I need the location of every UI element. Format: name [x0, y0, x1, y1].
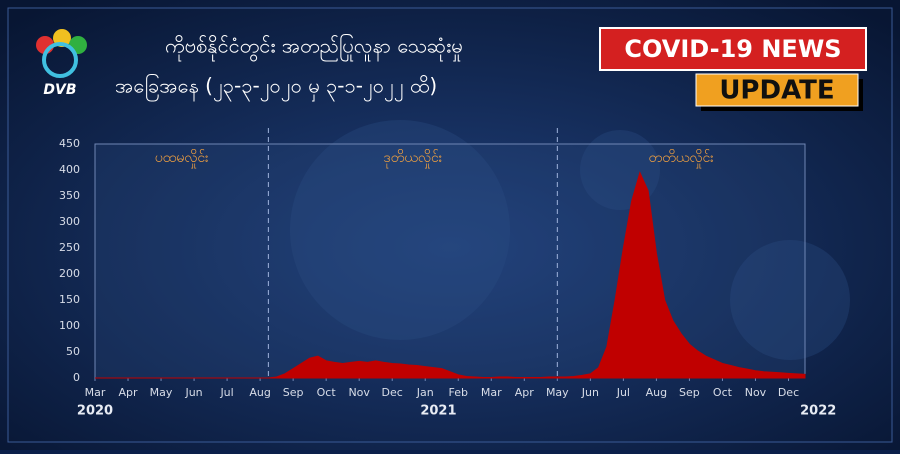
x-tick-label: Nov — [745, 386, 767, 399]
wave-label: ပထမလှိုင်း — [155, 150, 209, 168]
x-tick-label: Jun — [581, 386, 599, 399]
x-tick-label: Jul — [219, 386, 233, 399]
x-tick-label: Aug — [646, 386, 667, 399]
virus-decor — [290, 120, 510, 340]
y-tick-label: 300 — [59, 215, 80, 228]
chart-subtitle: အခြေအနေ (၂၃-၃-၂၀၂၀ မှ ၃-၁-၂၀၂၂ ထိ) — [115, 74, 437, 102]
x-tick-label: May — [546, 386, 569, 399]
plot-area — [94, 143, 806, 379]
y-tick-label: 50 — [66, 345, 80, 358]
frame — [7, 7, 893, 443]
y-tick-label: 100 — [59, 319, 80, 332]
y-tick-label: 200 — [59, 267, 80, 280]
badge-bottom: UPDATE — [719, 76, 834, 106]
x-tick-label: Aug — [249, 386, 270, 399]
badge-top: COVID-19 NEWS — [624, 35, 841, 63]
chart-title: ကိုဗစ်နိုင်ငံတွင်း အတည်ပြုလူနာ သေဆုံးမှု — [165, 34, 463, 62]
x-tick-label: Mar — [481, 386, 502, 399]
y-tick-label: 400 — [59, 163, 80, 176]
x-tick-label: Jun — [184, 386, 202, 399]
badge-bottom-box — [695, 73, 859, 107]
x-tick-label: Sep — [283, 386, 304, 399]
logo-text: DVB — [43, 82, 76, 98]
y-tick-label: 250 — [59, 241, 80, 254]
x-tick-label: Dec — [382, 386, 403, 399]
x-tick-label: Oct — [713, 386, 733, 399]
x-tick-label: Apr — [119, 386, 139, 399]
virus-decor — [730, 240, 850, 360]
y-tick-label: 350 — [59, 189, 80, 202]
x-tick-label: Jul — [616, 386, 630, 399]
y-tick-label: 0 — [73, 371, 80, 384]
x-tick-label: Apr — [515, 386, 535, 399]
x-tick-label: Dec — [778, 386, 799, 399]
logo: DVB — [36, 29, 87, 98]
x-tick-label: Sep — [679, 386, 700, 399]
year-label: 2022 — [800, 404, 836, 419]
x-tick-label: Nov — [348, 386, 370, 399]
badge-top-box — [599, 27, 867, 71]
area — [95, 171, 806, 379]
year-label: 2021 — [420, 404, 456, 419]
wave-label: ဒုတိယလှိုင်း — [383, 150, 442, 168]
wave-label: တတိယလှိုင်း — [649, 150, 715, 168]
x-tick-label: Feb — [449, 386, 468, 399]
y-tick-label: 450 — [59, 137, 80, 150]
x-tick-label: Mar — [85, 386, 106, 399]
year-label: 2020 — [77, 404, 113, 419]
y-tick-label: 150 — [59, 293, 80, 306]
x-tick-label: Jan — [416, 386, 434, 399]
x-tick-label: May — [150, 386, 173, 399]
x-tick-label: Oct — [317, 386, 337, 399]
